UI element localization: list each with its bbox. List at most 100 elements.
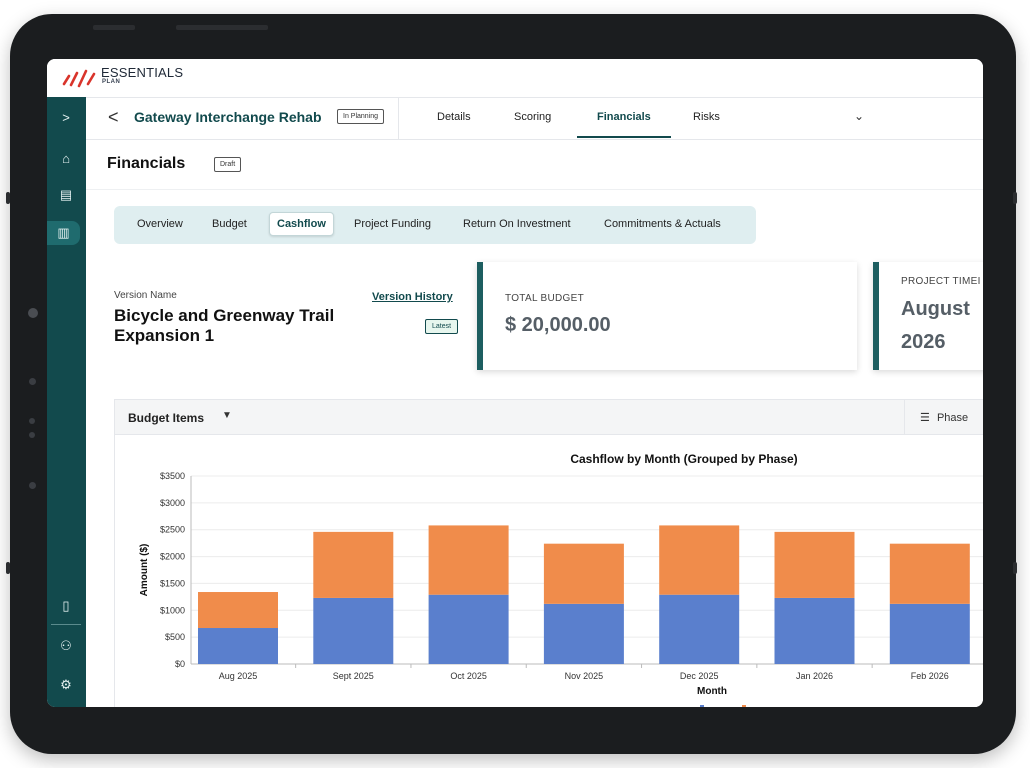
divider [398,97,399,139]
subtab-return-on-investment[interactable]: Return On Investment [463,218,571,230]
back-icon[interactable]: < [108,107,119,127]
caret-down-icon[interactable]: ▼ [222,410,232,421]
y-tick-label: $2000 [160,552,185,562]
latest-badge: Latest [425,319,459,334]
x-tick-label: Dec 2025 [680,671,719,681]
bar-segment [198,628,278,664]
bar-segment [428,594,509,664]
gear-icon[interactable]: ⚙ [60,677,72,692]
side-button [1013,562,1017,574]
bar-segment [659,525,740,595]
y-tick-label: $3000 [160,498,185,508]
home-icon[interactable]: ⌂ [62,150,70,166]
financials-subtabs: Overview Budget Cashflow Project Funding… [114,206,756,244]
status-badge: In Planning [337,109,385,124]
volume-button [93,25,135,30]
bar-segment [313,597,394,664]
x-tick-label: Sept 2025 [333,671,374,681]
project-title: Gateway Interchange Rehab [134,109,322,125]
project-timeline-card: PROJECT TIMEI August 2026 [873,262,983,370]
users-icon[interactable]: ⚇ [60,638,72,653]
divider [904,400,905,434]
version-name: Bicycle and Greenway Trail Expansion 1 [114,306,335,345]
expand-sidebar-icon[interactable]: > [62,109,70,125]
sidebar-divider [51,624,81,625]
tab-financials[interactable]: Financials [597,111,651,123]
logo-text: ESSENTIALS [101,65,184,80]
subtab-commitments-actuals[interactable]: Commitments & Actuals [604,218,721,230]
tab-risks[interactable]: Risks [693,111,720,123]
x-tick-label: Oct 2025 [450,671,487,681]
total-budget-card: TOTAL BUDGET $ 20,000.00 [477,262,857,370]
budget-items-title[interactable]: Budget Items [128,411,205,425]
draft-badge: Draft [214,157,242,172]
buildings-icon[interactable]: ▥ [47,221,80,245]
bar-segment [313,531,394,598]
legend-swatch [700,705,704,707]
tab-scoring[interactable]: Scoring [514,111,552,123]
bar-segment [889,603,970,664]
bar-segment [543,603,624,664]
subtab-project-funding[interactable]: Project Funding [354,218,432,230]
phase-filter-label: Phase [936,412,969,424]
power-button [176,25,268,30]
subtab-cashflow[interactable]: Cashflow [269,212,334,236]
total-budget-label: TOTAL BUDGET [505,293,584,304]
project-header: < Gateway Interchange Rehab In Planning … [86,97,983,140]
x-tick-label: Jan 2026 [796,671,833,681]
y-tick-label: $3500 [160,471,185,481]
x-tick-label: Nov 2025 [565,671,604,681]
bar-segment [198,592,278,629]
sensor-icon [29,378,36,385]
cashflow-chart: Cashflow by Month (Grouped by Phase) $0 $5… [139,452,983,707]
bar-segment [428,525,509,595]
chevron-down-icon[interactable]: ⌄ [854,109,865,123]
filter-icon: ☰ [920,412,930,424]
y-tick-label: $1000 [160,605,185,615]
y-tick-label: $500 [165,632,185,642]
bar-segment [774,531,855,598]
budget-items-panel: Budget Items ▼ ☰ Phase Cashflow by Month… [114,399,983,707]
logo-subtext: PLAN [102,79,121,85]
app-screen: ESSENTIALS PLAN > ⌂ ▤ ▥ ▯ ⚇ ⚙ < Gateway … [47,59,983,707]
sensor-icon [29,418,35,424]
sensor-icon [29,432,35,438]
side-button [6,192,10,204]
timeline-value-year: 2026 [901,331,946,353]
logo-icon [62,69,96,88]
active-tab-indicator [577,136,671,138]
document-icon[interactable]: ▤ [59,187,73,202]
sidebar: > ⌂ ▤ ▥ ▯ ⚇ ⚙ [47,97,86,707]
y-tick-label: $1500 [160,578,185,588]
total-budget-value: $ 20,000.00 [505,314,611,336]
book-icon[interactable]: ▯ [62,598,70,613]
y-tick-label: $0 [175,659,185,669]
bar-segment [543,543,624,604]
sensor-icon [29,482,36,489]
subtab-budget[interactable]: Budget [212,218,247,230]
x-axis-label: Month [697,686,727,697]
version-label: Version Name [114,290,177,301]
timeline-value-month: August [901,298,970,320]
tab-details[interactable]: Details [437,111,471,123]
side-button [1013,192,1017,204]
page-title: Financials [107,155,186,172]
bar-segment [774,597,855,664]
side-button [6,562,10,574]
top-bar: ESSENTIALS PLAN [47,59,983,98]
subtab-overview[interactable]: Overview [137,218,183,230]
x-tick-label: Feb 2026 [911,671,949,681]
bar-segment [889,543,970,604]
phase-filter-button[interactable]: ☰ Phase [920,411,968,424]
chart-title: Cashflow by Month (Grouped by Phase) [570,452,797,466]
version-history-link[interactable]: Version History [372,291,453,303]
bar-segment [659,594,740,664]
cashflow-chart-container: Cashflow by Month (Grouped by Phase) $0 $5… [115,434,983,707]
legend-swatch [742,705,746,707]
x-tick-label: Aug 2025 [219,671,258,681]
budget-items-header: Budget Items ▼ ☰ Phase [115,400,983,435]
camera-icon [28,308,38,318]
y-tick-label: $2500 [160,525,185,535]
timeline-label: PROJECT TIMEI [901,276,981,287]
financials-header: Financials Draft [86,139,983,190]
